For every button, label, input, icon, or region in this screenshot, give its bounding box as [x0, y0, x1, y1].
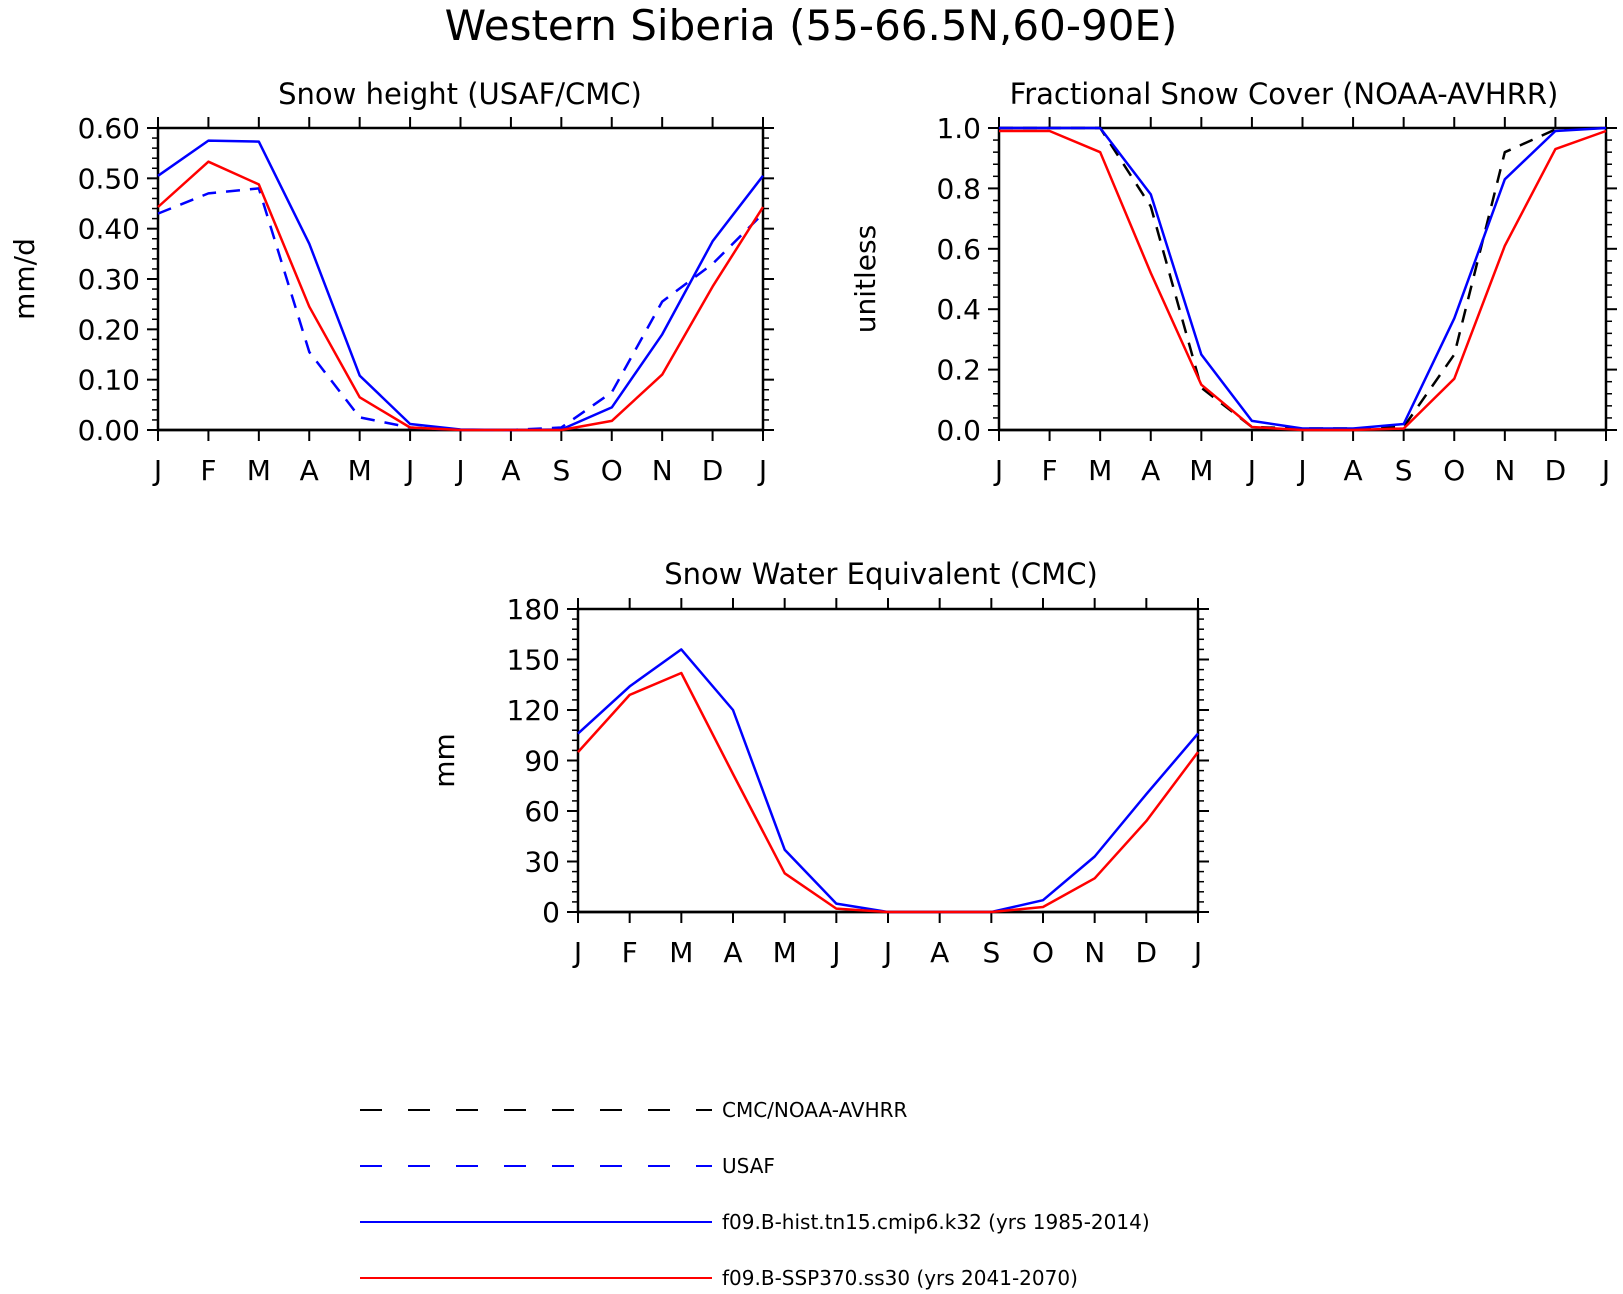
x-tick-label: O: [601, 454, 623, 487]
y-tick-label: 0.4: [936, 293, 981, 326]
x-tick-label: J: [757, 454, 767, 487]
x-tick-label: F: [200, 454, 216, 487]
y-tick-label: 0.6: [936, 233, 981, 266]
y-tick-label: 0.0: [936, 414, 981, 447]
x-tick-label: J: [572, 936, 582, 969]
x-tick-label: S: [552, 454, 570, 487]
y-tick-label: 30: [524, 846, 560, 879]
x-tick-label: D: [1136, 936, 1158, 969]
series-line-hist: [157, 139, 764, 432]
x-tick-label: D: [702, 454, 724, 487]
main-title: Western Siberia (55-66.5N,60-90E): [445, 1, 1178, 50]
x-tick-label: A: [1141, 454, 1160, 487]
panel-title: Snow height (USAF/CMC): [278, 77, 642, 111]
legend-label: CMC/NOAA-AVHRR: [722, 1098, 908, 1122]
x-tick-label: S: [982, 936, 1000, 969]
y-tick-label: 1.0: [936, 112, 981, 145]
panel-title: Snow Water Equivalent (CMC): [664, 557, 1098, 591]
y-tick-label: 180: [507, 593, 560, 626]
x-tick-label: J: [1296, 454, 1306, 487]
x-tick-label: F: [622, 936, 638, 969]
series-line-ssp370: [999, 129, 1607, 432]
y-tick-label: 0.20: [78, 313, 140, 346]
x-tick-label: O: [1443, 454, 1465, 487]
y-tick-label: 0.00: [78, 414, 140, 447]
x-tick-label: M: [247, 454, 271, 487]
plot-area: J F M A M J J A S O N D J0.000.100.200.300.400.500.6…: [8, 112, 774, 487]
x-tick-label: N: [1494, 454, 1515, 487]
x-tick-label: M: [348, 454, 372, 487]
y-axis-label: mm: [428, 733, 461, 788]
x-tick-label: A: [300, 454, 319, 487]
x-tick-label: M: [1189, 454, 1213, 487]
x-tick-label: J: [454, 454, 464, 487]
plot-frame: [156, 126, 765, 432]
x-tick-label: F: [1042, 454, 1058, 487]
x-tick-label: J: [993, 454, 1003, 487]
legend-label: f09.B-hist.tn15.cmip6.k32 (yrs 1985-2014…: [722, 1210, 1150, 1234]
x-tick-label: J: [1192, 936, 1202, 969]
x-tick-label: J: [152, 454, 162, 487]
x-tick-label: J: [882, 936, 892, 969]
legend-entry: f09.B-SSP370.ss30 (yrs 2041-2070): [360, 1266, 1078, 1290]
y-tick-label: 90: [524, 745, 560, 778]
x-tick-label: M: [1088, 454, 1112, 487]
x-tick-label: J: [1600, 454, 1610, 487]
series-line-usaf: [157, 187, 764, 432]
x-tick-label: M: [669, 936, 693, 969]
x-tick-label: A: [930, 936, 949, 969]
legend-entry: CMC/NOAA-AVHRR: [360, 1098, 908, 1122]
y-tick-label: 0.2: [936, 354, 981, 387]
x-tick-label: N: [652, 454, 673, 487]
legend-entry: USAF: [360, 1154, 775, 1178]
x-tick-label: J: [830, 936, 840, 969]
y-tick-label: 60: [524, 795, 560, 828]
y-axis-label: unitless: [849, 225, 882, 333]
y-tick-label: 0.40: [78, 213, 140, 246]
x-tick-label: A: [1344, 454, 1363, 487]
y-tick-label: 0.8: [936, 172, 981, 205]
y-tick-label: 0.10: [78, 364, 140, 397]
series-line-ssp370: [577, 671, 1200, 914]
x-tick-label: J: [404, 454, 414, 487]
legend-label: USAF: [722, 1154, 775, 1178]
x-tick-label: S: [1395, 454, 1413, 487]
y-tick-label: 0.60: [78, 112, 140, 145]
series-line-ssp370: [157, 160, 765, 432]
x-tick-label: D: [1545, 454, 1567, 487]
y-tick-label: 150: [507, 644, 560, 677]
x-tick-label: O: [1032, 936, 1054, 969]
legend-entry: f09.B-hist.tn15.cmip6.k32 (yrs 1985-2014…: [360, 1210, 1150, 1234]
legend-label: f09.B-SSP370.ss30 (yrs 2041-2070): [722, 1266, 1078, 1290]
x-tick-label: N: [1084, 936, 1105, 969]
y-tick-label: 0.30: [78, 263, 140, 296]
plot-frame: [997, 126, 1608, 432]
x-tick-label: A: [723, 936, 742, 969]
x-tick-label: M: [773, 936, 797, 969]
series-line-cmc-noaa-avhrr: [999, 126, 1607, 430]
legend: CMC/NOAA-AVHRR USAF f09.B-hist.tn15.cmip6.…: [360, 1098, 1150, 1290]
panel-snow-height: Snow height (USAF/CMC) J F M A M J J A S O N D J0.00…: [8, 77, 774, 487]
y-tick-label: 0.50: [78, 162, 140, 195]
series-line-hist: [577, 648, 1199, 914]
x-tick-label: A: [501, 454, 520, 487]
x-tick-label: J: [1246, 454, 1256, 487]
y-tick-label: 120: [507, 694, 560, 727]
series-line-hist: [999, 126, 1607, 430]
panel-title: Fractional Snow Cover (NOAA-AVHRR): [1010, 77, 1559, 111]
y-tick-label: 0: [542, 896, 560, 929]
y-axis-label: mm/d: [8, 238, 41, 320]
